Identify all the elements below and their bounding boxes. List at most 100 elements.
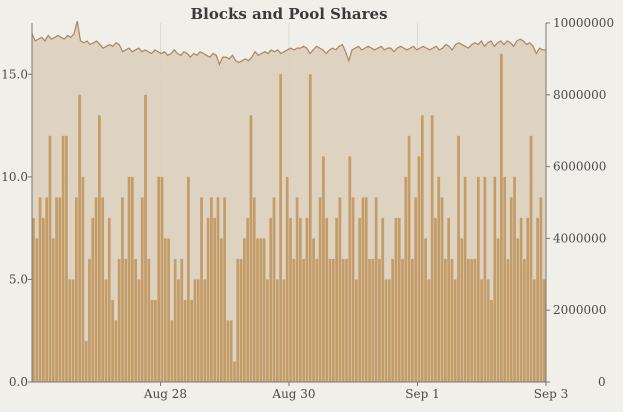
bar-54 (210, 197, 213, 382)
bar-101 (364, 197, 368, 382)
bar-59 (226, 320, 230, 382)
chart-title: Blocks and Pool Shares (190, 5, 387, 23)
bar-87 (318, 197, 322, 382)
bar-131 (463, 176, 467, 382)
bar-55 (213, 217, 217, 382)
bar-74 (275, 279, 279, 382)
bar-104 (374, 197, 378, 382)
x-tick-label-0: Aug 28 (143, 387, 187, 401)
bar-15 (81, 176, 85, 382)
bar-29 (127, 176, 131, 382)
bar-106 (381, 217, 385, 382)
bar-18 (91, 217, 95, 382)
bar-77 (285, 176, 289, 382)
area-fill (32, 21, 546, 383)
bar-84 (308, 74, 312, 382)
bar-151 (529, 135, 533, 382)
bar-45 (180, 258, 184, 382)
bar-85 (312, 238, 315, 382)
bar-8 (58, 197, 62, 382)
bar-46 (183, 299, 187, 382)
bar-30 (131, 176, 134, 382)
bar-69 (259, 238, 263, 382)
bar-127 (450, 258, 454, 382)
bar-80 (295, 197, 299, 382)
bar-1 (35, 238, 39, 382)
bar-124 (440, 197, 444, 382)
bar-10 (65, 135, 68, 382)
bar-42 (170, 320, 174, 382)
bar-125 (444, 258, 447, 382)
bar-95 (345, 258, 348, 382)
bar-35 (147, 258, 151, 382)
bar-53 (206, 217, 210, 382)
right-tick-label-3: 6000000 (553, 160, 606, 174)
bar-96 (348, 156, 352, 382)
bar-88 (322, 156, 325, 382)
bar-139 (490, 299, 493, 382)
bar-146 (513, 176, 516, 382)
bar-6 (51, 238, 55, 382)
bar-14 (78, 94, 81, 383)
bar-44 (177, 279, 180, 382)
bar-122 (434, 217, 437, 382)
bar-119 (424, 238, 427, 382)
bar-60 (229, 320, 233, 382)
bar-39 (160, 176, 164, 382)
bar-51 (200, 197, 203, 382)
bar-136 (480, 279, 483, 382)
right-tick-label-2: 4000000 (553, 231, 606, 245)
bar-66 (249, 115, 253, 382)
bar-71 (266, 279, 269, 382)
bar-152 (532, 279, 536, 382)
bar-series (32, 53, 546, 383)
bar-16 (84, 340, 88, 382)
bar-26 (117, 258, 121, 382)
bar-81 (299, 217, 302, 382)
area-line (31, 21, 546, 66)
bar-118 (420, 115, 424, 382)
bar-86 (315, 258, 319, 382)
bar-17 (88, 258, 91, 382)
bar-79 (292, 258, 296, 382)
bar-92 (335, 217, 338, 382)
bar-135 (476, 176, 480, 382)
bar-62 (236, 258, 240, 382)
bar-140 (493, 176, 497, 382)
bar-40 (163, 238, 167, 382)
left-tick-label-0: 0.0 (9, 375, 28, 389)
bar-112 (401, 258, 404, 382)
bar-89 (325, 217, 329, 382)
bar-108 (388, 279, 391, 382)
bar-72 (269, 217, 273, 382)
bar-7 (55, 197, 58, 382)
bar-21 (101, 197, 105, 382)
bar-155 (542, 279, 546, 382)
bar-20 (98, 115, 101, 382)
bar-23 (107, 217, 111, 382)
bar-130 (460, 238, 464, 382)
bar-98 (355, 279, 358, 382)
bar-4 (45, 197, 49, 382)
bar-22 (104, 279, 108, 382)
bar-121 (430, 115, 434, 382)
bar-31 (134, 258, 137, 382)
left-tick-label-3: 15.0 (1, 67, 28, 81)
right-tick-label-4: 8000000 (553, 88, 606, 102)
bar-43 (173, 258, 177, 382)
bar-149 (523, 258, 526, 382)
bar-147 (516, 238, 520, 382)
bar-114 (407, 135, 411, 382)
bar-64 (243, 238, 246, 382)
bar-56 (216, 197, 220, 382)
bar-143 (503, 176, 507, 382)
bar-91 (331, 258, 335, 382)
bar-82 (302, 258, 306, 382)
bar-107 (384, 279, 388, 382)
bar-49 (193, 279, 197, 382)
bar-28 (124, 258, 128, 382)
right-tick-label-5: 10000000 (553, 16, 614, 30)
bar-90 (328, 258, 332, 382)
right-tick-label-0: 0 (598, 375, 606, 389)
bar-5 (48, 135, 52, 382)
